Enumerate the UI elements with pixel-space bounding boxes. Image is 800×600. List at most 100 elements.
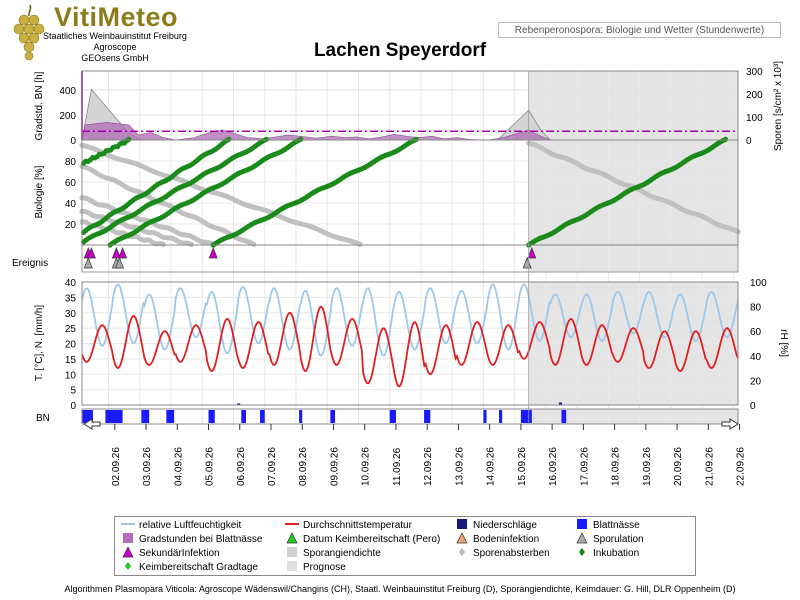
prognosis-area-top: [528, 71, 738, 140]
x-tick-label: 06.09.26: [236, 447, 247, 486]
y-axis-label-biology: Biologie [%]: [34, 165, 45, 218]
leaf-wetness-label: BN: [36, 413, 50, 424]
secondary-infection-marker: [118, 247, 128, 259]
legend-item: Sporulation: [576, 532, 644, 545]
legend-label: Gradstunden bei Blattnässe: [139, 534, 263, 545]
scroll-right-icon: [721, 418, 739, 430]
y-tick-right-weather: 40: [750, 352, 762, 363]
y-axis-label-temperature: T. [°C], N. [mm/h]: [34, 305, 45, 381]
y-tick-left-weather: 15: [65, 355, 77, 366]
x-tick-label: 03.09.26: [142, 447, 153, 486]
legend-label: Keimbereitschaft Gradtage: [139, 562, 258, 573]
org-line-2: Agroscope: [93, 42, 137, 52]
legend-swatch: [122, 546, 134, 558]
x-tick-label: 09.09.26: [329, 447, 340, 486]
leaf-wetness-bar: [260, 410, 265, 423]
chart-title: Lachen Speyerdorf: [313, 40, 487, 61]
x-tick-label: 07.09.26: [267, 447, 278, 486]
legend-item: Sporangiendichte: [287, 547, 381, 559]
x-tick-label: 05.09.26: [205, 447, 216, 486]
x-tick-label: 20.09.26: [673, 447, 684, 486]
y-tick-biology: 40: [65, 199, 77, 210]
x-tick-label: 21.09.26: [704, 447, 715, 486]
incubation-point: [226, 136, 232, 142]
legend-swatch: [125, 562, 131, 570]
y-axis-label-spores: Sporen [s/cm² x 10³]: [773, 61, 784, 151]
legend-label: Blattnässe: [593, 520, 640, 531]
panel-frame-bn: [81, 408, 739, 425]
x-tick-label: 16.09.26: [548, 447, 559, 486]
y-tick-left-weather: 30: [65, 309, 77, 320]
legend-label: Niederschläge: [473, 520, 537, 531]
legend-label: relative Luftfeuchtigkeit: [139, 520, 242, 531]
leaf-wetness-bar: [499, 410, 503, 423]
legend-swatch: [457, 519, 467, 529]
events-label: Ereignis: [12, 258, 48, 269]
x-tick-label: 02.09.26: [111, 447, 122, 486]
leaf-wetness-bar: [208, 410, 215, 423]
legend-swatch: [287, 547, 297, 557]
leaf-wetness-bar: [105, 410, 123, 423]
legend-item: Prognose: [287, 561, 346, 573]
logo-title: VitiMeteo: [54, 2, 179, 32]
x-tick-label: 22.09.26: [736, 447, 747, 486]
legend-item: Bodeninfektion: [456, 532, 539, 545]
legend-swatch: [577, 519, 587, 529]
org-line-3: GEOsens GmbH: [81, 53, 149, 63]
legend-item: relative Luftfeuchtigkeit: [121, 520, 242, 531]
leaf-wetness-bar: [299, 410, 303, 423]
legend-item: SekundärInfektion: [122, 546, 220, 559]
legend-label: Sporulation: [593, 534, 644, 545]
legend-item: Datum Keimbereitschaft (Pero): [286, 532, 440, 545]
x-tick-label: 15.09.26: [517, 447, 528, 486]
spore-dying-point: [188, 241, 194, 247]
leaf-wetness-bar: [389, 410, 396, 423]
y-tick-left-weather: 0: [70, 401, 76, 412]
panel-frame-bio: [81, 139, 739, 246]
chart-area: 0200400010020030020406080051015202530354…: [12, 61, 789, 486]
y-axis-label-degree-hours: Gradstd. BN [h]: [34, 71, 45, 140]
precipitation-bar: [558, 402, 562, 405]
y-tick-right-weather: 60: [750, 327, 762, 338]
legend-swatch: [286, 532, 298, 544]
leaf-wetness-bar: [166, 410, 175, 423]
legend-label: Bodeninfektion: [473, 534, 539, 545]
y-tick-left-weather: 35: [65, 293, 77, 304]
legend-label: Sporenabsterben: [473, 548, 550, 559]
x-tick-label: 18.09.26: [611, 447, 622, 486]
x-tick-label: 10.09.26: [361, 447, 372, 486]
scroll-left-icon: [83, 418, 101, 430]
leaf-wetness-bar: [82, 410, 93, 423]
y-tick-right-top: 300: [746, 67, 763, 78]
legend-swatch: [579, 548, 585, 556]
legend-item: Gradstunden bei Blattnässe: [123, 533, 263, 545]
y-tick-left-weather: 20: [65, 340, 77, 351]
chart-legend: relative Luftfeuchtigkeit Durchschnittste…: [114, 516, 696, 576]
y-tick-right-top: 0: [746, 136, 752, 147]
legend-swatch: [459, 548, 465, 556]
legend-label: Datum Keimbereitschaft (Pero): [303, 534, 440, 545]
org-line-1: Staatliches Weinbauinstitut Freiburg: [43, 31, 187, 41]
y-tick-right-weather: 100: [750, 278, 767, 289]
panel-frame-w: [81, 281, 739, 406]
y-tick-left-top: 400: [59, 86, 76, 97]
legend-item: Durchschnittstemperatur: [285, 520, 413, 531]
legend-swatch: [456, 532, 468, 544]
precipitation-bar: [237, 403, 241, 405]
legend-item: Niederschläge: [457, 519, 537, 531]
sporulation-marker: [83, 257, 93, 269]
y-tick-left-weather: 25: [65, 324, 77, 335]
legend-label: Sporangiendichte: [303, 548, 381, 559]
footer-credits: Algorithmen Plasmopara Viticola: Agrosco…: [64, 584, 736, 594]
y-tick-left-weather: 40: [65, 278, 77, 289]
prognosis-area-ev: [528, 245, 738, 272]
leaf-wetness-bar: [520, 410, 532, 423]
x-tick-label: 19.09.26: [642, 447, 653, 486]
incubation-point: [722, 136, 729, 142]
temperature-line: [81, 305, 739, 388]
x-tick-label: 13.09.26: [454, 447, 465, 486]
spore-dying-point: [357, 241, 363, 247]
legend-swatch: [123, 533, 133, 543]
legend-item: Blattnässe: [577, 519, 640, 531]
y-tick-biology: 80: [65, 157, 77, 168]
